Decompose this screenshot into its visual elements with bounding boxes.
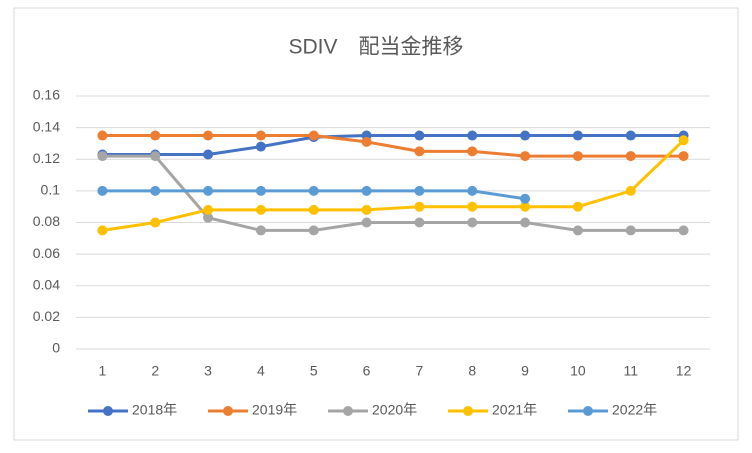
series-marker	[203, 204, 214, 215]
x-tick-label: 4	[257, 363, 265, 379]
y-tick-label: 0.08	[33, 213, 60, 229]
x-tick-label: 1	[99, 363, 107, 379]
series-marker	[361, 204, 372, 215]
y-tick-label: 0.12	[33, 150, 60, 166]
series-marker	[625, 185, 636, 196]
series-marker	[255, 130, 266, 141]
series-marker	[203, 130, 214, 141]
x-tick-label: 5	[310, 363, 318, 379]
series-marker	[97, 151, 108, 162]
series-marker	[414, 146, 425, 157]
series-line	[102, 154, 684, 232]
series-marker	[150, 217, 161, 228]
series-line	[102, 134, 684, 157]
legend-marker	[343, 406, 353, 416]
series-marker	[308, 130, 319, 141]
legend-label: 2019年	[252, 402, 297, 418]
series-marker	[467, 146, 478, 157]
series-marker	[625, 151, 636, 162]
series-marker	[625, 225, 636, 236]
y-tick-label: 0.02	[33, 308, 60, 324]
series-marker	[520, 151, 531, 162]
series-marker	[414, 130, 425, 141]
series-marker	[308, 204, 319, 215]
y-tick-label: 0.04	[33, 276, 60, 292]
series-marker	[361, 136, 372, 147]
legend-marker	[223, 406, 233, 416]
series-marker	[414, 201, 425, 212]
series-marker	[520, 130, 531, 141]
series-marker	[97, 225, 108, 236]
series-marker	[572, 201, 583, 212]
x-tick-label: 8	[468, 363, 476, 379]
series-marker	[520, 201, 531, 212]
y-tick-label: 0.06	[33, 245, 60, 261]
series-marker	[414, 217, 425, 228]
x-tick-label: 3	[204, 363, 212, 379]
series-marker	[97, 130, 108, 141]
series-marker	[361, 217, 372, 228]
legend-label: 2018年	[132, 402, 177, 418]
series-marker	[678, 135, 689, 146]
series-marker	[203, 185, 214, 196]
series-marker	[678, 151, 689, 162]
series-marker	[97, 185, 108, 196]
x-tick-label: 10	[570, 363, 586, 379]
series-marker	[203, 149, 214, 160]
series-marker	[308, 225, 319, 236]
series-marker	[308, 185, 319, 196]
legend-label: 2021年	[492, 402, 537, 418]
y-tick-label: 0	[52, 340, 60, 356]
series-marker	[467, 201, 478, 212]
legend-marker	[583, 406, 593, 416]
x-tick-label: 2	[151, 363, 159, 379]
series-marker	[572, 151, 583, 162]
chart-title: SDIV 配当金推移	[288, 36, 463, 59]
series-marker	[361, 185, 372, 196]
legend-marker	[103, 406, 113, 416]
series-line	[102, 139, 685, 232]
series-marker	[572, 130, 583, 141]
series-marker	[520, 193, 531, 204]
series-marker	[150, 151, 161, 162]
y-tick-label: 0.16	[33, 87, 60, 103]
x-tick-label: 11	[623, 363, 638, 379]
series-marker	[572, 225, 583, 236]
series-marker	[625, 130, 636, 141]
series-line	[102, 134, 684, 158]
x-tick-label: 12	[676, 363, 692, 379]
series-marker	[203, 212, 214, 223]
series-marker	[255, 141, 266, 152]
y-tick-label: 0.1	[41, 182, 61, 198]
series-marker	[678, 225, 689, 236]
legend-label: 2020年	[372, 402, 417, 418]
series-marker	[255, 204, 266, 215]
series-marker	[414, 185, 425, 196]
series-marker	[150, 130, 161, 141]
series-marker	[467, 130, 478, 141]
legend-label: 2022年	[612, 402, 657, 418]
series-marker	[255, 225, 266, 236]
x-tick-label: 6	[363, 363, 371, 379]
series-marker	[467, 185, 478, 196]
series-marker	[255, 185, 266, 196]
y-tick-label: 0.14	[33, 118, 60, 134]
series-marker	[467, 217, 478, 228]
x-tick-label: 7	[416, 363, 424, 379]
series-marker	[150, 185, 161, 196]
x-tick-label: 9	[521, 363, 529, 379]
legend-marker	[463, 406, 473, 416]
series-marker	[520, 217, 531, 228]
